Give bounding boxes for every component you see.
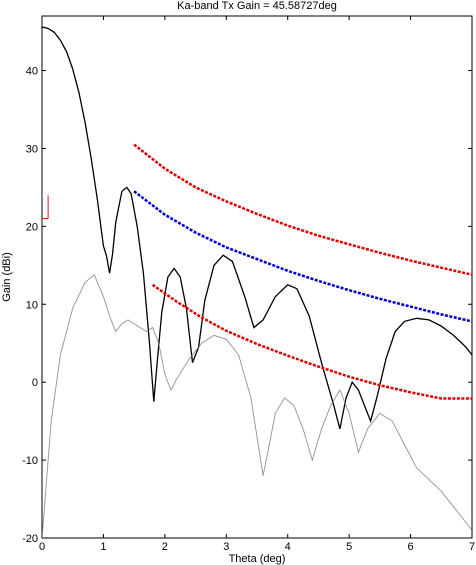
- y-tick-label: 0: [32, 377, 38, 389]
- y-axis-ticks: -20 -10 0 10 20 30 40: [22, 66, 472, 545]
- series-line-1: [42, 273, 472, 538]
- y-tick-label: -20: [22, 533, 38, 545]
- y-tick-label: 40: [26, 66, 38, 78]
- series-line-5: [42, 195, 49, 220]
- chart-title: Ka-band Tx Gain = 45.58727deg: [177, 0, 337, 12]
- series-line-2: [133, 143, 472, 276]
- y-tick-label: 30: [26, 143, 38, 155]
- y-tick-label: 10: [26, 299, 38, 311]
- x-tick-label: 7: [469, 541, 475, 553]
- series-layer: [42, 26, 472, 538]
- x-tick-label: 2: [162, 541, 168, 553]
- y-axis-label: Gain (dBi): [1, 252, 13, 302]
- series-line-0: [42, 26, 472, 430]
- x-tick-label: 4: [285, 541, 291, 553]
- y-tick-label: 20: [26, 221, 38, 233]
- x-tick-label: 0: [39, 541, 45, 553]
- x-tick-label: 6: [408, 541, 414, 553]
- plot-frame: [41, 15, 473, 539]
- x-tick-label: 5: [346, 541, 352, 553]
- x-tick-label: 1: [100, 541, 106, 553]
- series-line-3: [133, 190, 472, 323]
- y-tick-label: -10: [22, 455, 38, 467]
- x-tick-label: 3: [223, 541, 229, 553]
- x-axis-ticks: 0 1 2 3 4 5 6 7: [39, 16, 475, 553]
- x-axis-label: Theta (deg): [229, 553, 286, 565]
- series-line-4: [151, 283, 472, 400]
